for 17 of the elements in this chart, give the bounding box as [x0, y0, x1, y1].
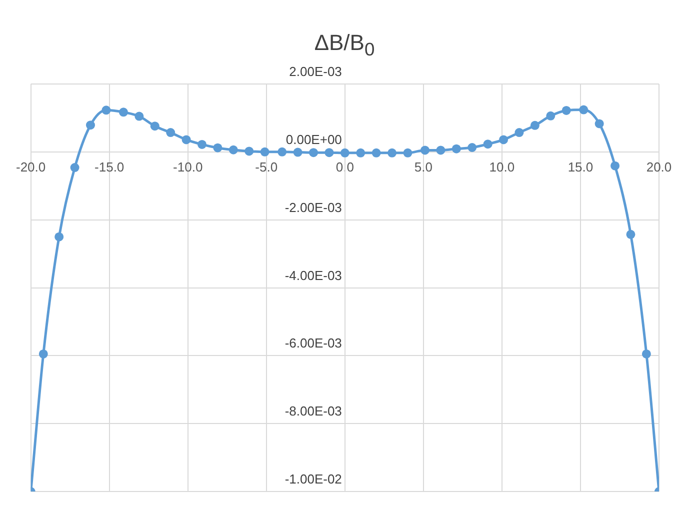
x-tick-label: -10.0: [173, 160, 203, 175]
x-tick-label: 5.0: [414, 160, 432, 175]
y-tick-label: -6.00E-03: [284, 336, 342, 352]
x-tick-label: 20.0: [646, 160, 672, 175]
x-tick-label: -15.0: [94, 160, 124, 175]
x-tick-label: -20.0: [16, 160, 46, 175]
x-tick-label: -5.0: [255, 160, 278, 175]
y-tick-label: -1.00E-02: [284, 472, 342, 487]
x-tick-label: 15.0: [568, 160, 594, 175]
chart-title: ΔB/B$_{0}$: [313, 30, 376, 60]
x-tick-label: 10.0: [489, 160, 515, 175]
y-tick-label: -2.00E-03: [284, 200, 342, 216]
y-tick-label: -4.00E-03: [284, 268, 342, 284]
y-tick-label: -8.00E-03: [284, 404, 342, 420]
y-tick-label: 0.00E+00: [286, 132, 342, 148]
x-tick-label: 0.0: [336, 160, 354, 175]
y-tick-label: 2.00E-03: [289, 64, 342, 80]
